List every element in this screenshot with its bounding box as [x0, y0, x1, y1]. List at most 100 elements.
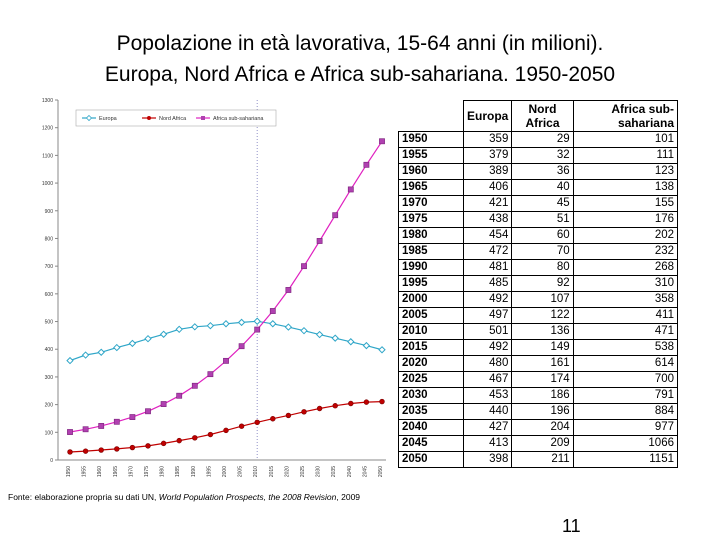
title-line-2: Europa, Nord Africa e Africa sub-saharia…: [104, 63, 616, 86]
table-cell-value: 1151: [572, 451, 679, 468]
table-cell-value: 45: [511, 195, 574, 212]
y-tick-label: 1000: [42, 181, 53, 187]
x-tick-label: 1975: [144, 466, 150, 477]
table-cell-value: 481: [462, 259, 513, 276]
data-point: [82, 448, 89, 454]
table-cell-value: 111: [572, 147, 679, 164]
table-row: 1985 472 70 232: [398, 243, 679, 260]
table-cell-year: 2030: [398, 387, 464, 404]
table-header-nord-africa: Nord Africa: [511, 100, 574, 132]
table-header-europa: Europa: [462, 100, 513, 132]
table-header-row: Europa Nord Africa Africa sub-sahariana: [398, 100, 679, 132]
series-line-2: [69, 140, 383, 433]
data-point: [129, 444, 136, 451]
data-point: [128, 339, 137, 348]
table-cell-value: 538: [572, 339, 679, 356]
legend-marker: [85, 114, 93, 122]
data-point: [192, 435, 198, 441]
table-cell-value: 29: [511, 131, 574, 148]
table-cell-year: 1990: [398, 259, 464, 276]
data-point: [145, 443, 151, 449]
data-table: Europa Nord Africa Africa sub-sahariana …: [398, 100, 679, 468]
table-cell-value: 358: [572, 291, 679, 308]
source-italic: World Population Prospects, the 2008 Rev…: [158, 492, 337, 502]
data-point: [129, 414, 136, 420]
data-point: [379, 398, 385, 405]
table-cell-value: 123: [572, 163, 679, 180]
data-point: [238, 343, 245, 350]
table-cell-value: 40: [511, 179, 574, 196]
data-point: [300, 326, 308, 335]
data-point: [207, 371, 214, 378]
data-point: [284, 323, 293, 331]
table-row: 2030 453 186 791: [398, 387, 679, 404]
table-cell-value: 70: [511, 243, 574, 260]
data-point: [114, 446, 120, 452]
x-tick-label: 1980: [160, 466, 166, 477]
table-cell-value: 204: [511, 419, 574, 436]
series-line-1: [69, 401, 383, 453]
table-cell-value: 438: [462, 211, 513, 228]
table-cell-value: 421: [462, 195, 513, 212]
table-cell-year: 1965: [398, 179, 464, 196]
data-point: [378, 346, 386, 354]
table-cell-year: 1955: [398, 147, 464, 164]
data-point: [347, 186, 354, 193]
table-row: 2020 480 161 614: [398, 355, 679, 372]
table-cell-value: 174: [511, 371, 574, 388]
data-point: [191, 382, 198, 389]
data-point: [269, 308, 276, 314]
table-cell-year: 1970: [398, 195, 464, 212]
x-tick-label: 2005: [238, 466, 244, 477]
legend-label: Africa sub-sahariana: [213, 116, 264, 122]
table-cell-year: 2005: [398, 307, 464, 324]
table-row: 1975 438 51 176: [398, 211, 679, 228]
table-cell-year: 1980: [398, 227, 464, 244]
table-row: 2035 440 196 884: [398, 403, 679, 420]
table-cell-value: 232: [572, 243, 679, 260]
x-tick-label: 2010: [253, 466, 259, 477]
table-cell-value: 176: [572, 211, 679, 228]
y-tick-label: 1200: [42, 126, 53, 132]
table-cell-value: 480: [462, 355, 513, 372]
data-point: [315, 330, 324, 339]
table-cell-value: 101: [572, 131, 679, 148]
x-tick-label: 2025: [300, 466, 306, 477]
x-tick-label: 1990: [191, 466, 197, 477]
data-point: [222, 320, 230, 328]
table-cell-value: 211: [511, 451, 574, 468]
data-point: [223, 427, 229, 434]
table-cell-value: 379: [462, 147, 513, 164]
data-point: [144, 335, 152, 343]
y-tick-label: 1300: [42, 98, 53, 104]
table-cell-value: 501: [462, 323, 513, 340]
table-cell-value: 359: [462, 131, 513, 148]
data-point: [175, 325, 183, 333]
table-row: 1950 359 29 101: [398, 131, 679, 148]
x-tick-label: 1970: [128, 466, 134, 477]
data-point: [81, 351, 90, 359]
table-cell-value: 472: [462, 243, 513, 260]
table-body: 1950 359 29 101 1955 379 32 111 1960 389 36 123 1965…: [398, 131, 679, 468]
data-point: [66, 356, 74, 365]
y-tick-label: 300: [45, 375, 54, 381]
table-cell-value: 149: [511, 339, 574, 356]
table-cell-value: 80: [511, 259, 574, 276]
data-point: [301, 263, 307, 270]
table-cell-value: 411: [572, 307, 679, 324]
data-point: [238, 423, 245, 429]
table-cell-year: 1985: [398, 243, 464, 260]
table-header-year: [398, 100, 464, 132]
table-cell-value: 32: [511, 147, 574, 164]
data-point: [176, 437, 182, 444]
table-row: 2000 492 107 358: [398, 291, 679, 308]
table-row: 2040 427 204 977: [398, 419, 679, 436]
table-row: 1990 481 80 268: [398, 259, 679, 276]
table-row: 2025 467 174 700: [398, 371, 679, 388]
y-tick-label: 0: [50, 458, 53, 464]
data-point: [207, 431, 214, 438]
x-tick-label: 2015: [269, 466, 275, 477]
table-cell-value: 202: [572, 227, 679, 244]
x-tick-label: 2035: [331, 466, 337, 477]
table-row: 1970 421 45 155: [398, 195, 679, 212]
